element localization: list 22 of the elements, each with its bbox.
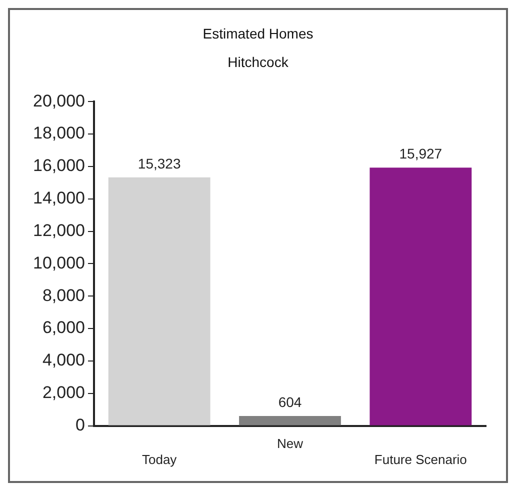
y-tick-label: 2,000 <box>42 383 85 402</box>
y-tick-label: 6,000 <box>42 318 85 338</box>
bar <box>239 416 341 426</box>
y-tick-label: 10,000 <box>32 253 85 272</box>
x-tick-label: Future Scenario <box>374 452 467 467</box>
bar <box>370 168 472 426</box>
y-tick-label: 18,000 <box>32 124 85 143</box>
y-tick-label: 16,000 <box>32 156 85 176</box>
data-label: 15,323 <box>138 155 181 172</box>
x-tick-label: New <box>276 436 304 452</box>
chart-subtitle: Hitchcock <box>228 54 290 70</box>
x-tick-label: Today <box>142 452 178 467</box>
data-label: 604 <box>278 394 302 410</box>
y-tick-label: 20,000 <box>32 91 85 110</box>
chart-title: Estimated Homes <box>202 25 314 42</box>
y-tick-label: 14,000 <box>32 188 85 208</box>
y-tick-label: 0 <box>76 415 85 434</box>
y-tick-label: 4,000 <box>42 350 85 370</box>
y-tick-label: 12,000 <box>32 220 85 240</box>
data-label: 15,927 <box>399 145 442 162</box>
y-tick-label: 8,000 <box>42 286 85 305</box>
bar <box>108 177 210 426</box>
